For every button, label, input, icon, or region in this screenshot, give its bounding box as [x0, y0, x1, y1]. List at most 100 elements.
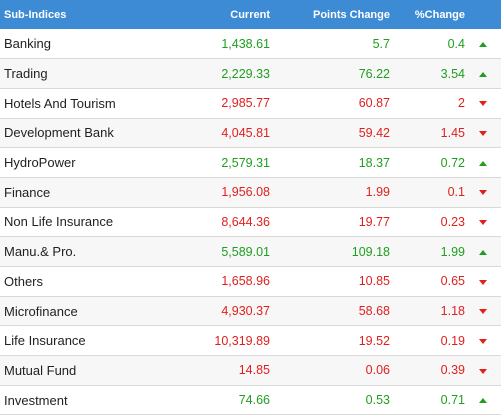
arrow-up-icon [479, 160, 487, 166]
pct-change-value: 0.65 [440, 274, 465, 289]
arrow-down-icon [479, 190, 487, 196]
header-current[interactable]: Current [230, 8, 270, 21]
table-row[interactable]: HydroPower 2,579.31 18.37 0.72 [0, 148, 501, 178]
pct-change-value: 0.23 [440, 214, 465, 229]
pct-change-value: 1.99 [440, 244, 465, 259]
pct-change-value: 0.1 [447, 185, 465, 200]
sub-index-name[interactable]: Non Life Insurance [4, 214, 114, 230]
points-change-value: 76.22 [358, 66, 390, 81]
points-change-value: 60.87 [358, 96, 390, 111]
header-row: Sub-Indices Current Points Change %Chang… [0, 0, 501, 29]
sub-index-name[interactable]: Banking [4, 36, 51, 52]
points-change-value: 0.06 [365, 363, 390, 378]
trend-cell [465, 267, 501, 297]
pct-change-value: 0.39 [440, 363, 465, 378]
header-pct-change[interactable]: %Change [414, 8, 465, 21]
points-change-value: 19.52 [358, 333, 390, 348]
trend-cell [465, 118, 501, 148]
trend-cell [465, 207, 501, 237]
current-value: 2,229.33 [221, 66, 270, 81]
trend-cell [465, 296, 501, 326]
points-change-value: 18.37 [358, 155, 390, 170]
sub-index-name[interactable]: Development Bank [4, 125, 114, 141]
current-value: 1,658.96 [221, 274, 270, 289]
current-value: 74.66 [238, 393, 270, 408]
points-change-value: 5.7 [372, 36, 390, 51]
trend-cell [465, 385, 501, 415]
trend-cell [465, 356, 501, 386]
table-row[interactable]: Hotels And Tourism 2,985.77 60.87 2 [0, 88, 501, 119]
pct-change-value: 0.4 [447, 36, 465, 51]
table-row[interactable]: Finance 1,956.08 1.99 0.1 [0, 177, 501, 208]
points-change-value: 0.53 [365, 393, 390, 408]
points-change-value: 109.18 [351, 244, 390, 259]
pct-change-value: 0.72 [440, 155, 465, 170]
trend-cell [465, 88, 501, 118]
points-change-value: 59.42 [358, 125, 390, 140]
current-value: 4,930.37 [221, 304, 270, 319]
sub-index-name[interactable]: Manu.& Pro. [4, 244, 77, 260]
pct-change-value: 1.45 [440, 125, 465, 140]
table-row[interactable]: Investment 74.66 0.53 0.71 [0, 385, 501, 415]
current-value: 1,438.61 [221, 36, 270, 51]
points-change-value: 19.77 [358, 214, 390, 229]
current-value: 2,579.31 [221, 155, 270, 170]
points-change-value: 10.85 [358, 274, 390, 289]
sub-index-name[interactable]: HydroPower [4, 155, 76, 171]
trend-cell [465, 29, 501, 59]
trend-cell [465, 237, 501, 267]
sub-index-name[interactable]: Mutual Fund [4, 362, 77, 378]
current-value: 5,589.01 [221, 244, 270, 259]
header-points-change[interactable]: Points Change [312, 8, 390, 21]
table-row[interactable]: Microfinance 4,930.37 58.68 1.18 [0, 296, 501, 326]
arrow-up-icon [479, 71, 487, 77]
table-row[interactable]: Mutual Fund 14.85 0.06 0.39 [0, 355, 501, 386]
table-row[interactable]: Manu.& Pro. 5,589.01 109.18 1.99 [0, 236, 501, 267]
pct-change-value: 2 [458, 96, 465, 111]
table-body: Banking 1,438.61 5.7 0.4 Trading 2,229.33 76.2… [0, 29, 501, 415]
current-value: 14.85 [238, 363, 270, 378]
table-row[interactable]: Non Life Insurance 8,644.36 19.77 0.23 [0, 207, 501, 237]
sub-index-name[interactable]: Hotels And Tourism [4, 95, 116, 111]
header-sub-indices[interactable]: Sub-Indices [4, 8, 67, 21]
arrow-down-icon [479, 220, 487, 226]
pct-change-value: 3.54 [440, 66, 465, 81]
trend-cell [465, 177, 501, 207]
pct-change-value: 0.19 [440, 333, 465, 348]
table-row[interactable]: Development Bank 4,045.81 59.42 1.45 [0, 118, 501, 148]
current-value: 10,319.89 [214, 333, 270, 348]
current-value: 1,956.08 [221, 185, 270, 200]
trend-cell [465, 148, 501, 178]
table-row[interactable]: Life Insurance 10,319.89 19.52 0.19 [0, 326, 501, 356]
arrow-up-icon [479, 249, 487, 255]
arrow-up-icon [479, 398, 487, 404]
sub-index-name[interactable]: Life Insurance [4, 333, 86, 349]
table-header: Sub-Indices Current Points Change %Chang… [0, 0, 501, 29]
sub-index-name[interactable]: Investment [4, 392, 68, 408]
sub-index-name[interactable]: Others [4, 273, 44, 289]
current-value: 4,045.81 [221, 125, 270, 140]
trend-cell [465, 326, 501, 356]
arrow-down-icon [479, 368, 487, 374]
pct-change-value: 1.18 [440, 304, 465, 319]
table-row[interactable]: Banking 1,438.61 5.7 0.4 [0, 29, 501, 59]
points-change-value: 1.99 [365, 185, 390, 200]
table-row[interactable]: Trading 2,229.33 76.22 3.54 [0, 58, 501, 89]
arrow-down-icon [479, 101, 487, 107]
pct-change-value: 0.71 [440, 393, 465, 408]
trend-cell [465, 59, 501, 89]
current-value: 8,644.36 [221, 214, 270, 229]
arrow-down-icon [479, 309, 487, 315]
arrow-down-icon [479, 131, 487, 137]
sub-index-name[interactable]: Finance [4, 184, 51, 200]
sub-index-name[interactable]: Microfinance [4, 303, 78, 319]
arrow-down-icon [479, 338, 487, 344]
points-change-value: 58.68 [358, 304, 390, 319]
arrow-up-icon [479, 41, 487, 47]
current-value: 2,985.77 [221, 96, 270, 111]
sub-index-name[interactable]: Trading [4, 66, 48, 82]
table-row[interactable]: Others 1,658.96 10.85 0.65 [0, 267, 501, 297]
header-arrow [465, 0, 501, 29]
arrow-down-icon [479, 279, 487, 285]
